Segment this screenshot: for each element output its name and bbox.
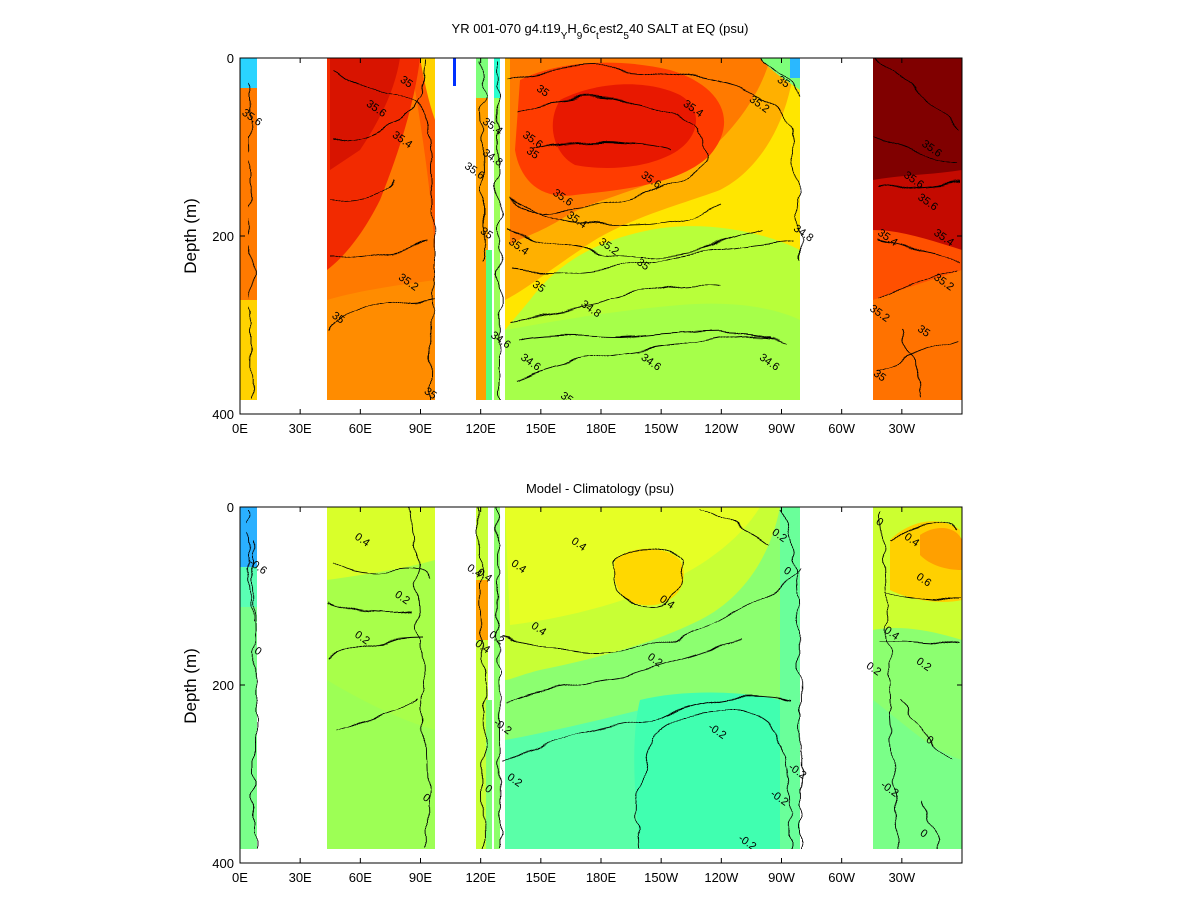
top-contour-label: 35 [330,310,347,327]
top-title-part: est2 [599,21,624,36]
bottom-contours [245,507,962,849]
bottom-difference-field: -0.600.40.20.200.40.40.40.2-0.20 0.20.40.… [240,507,962,849]
top-title-part: 40 SALT at EQ (psu) [629,21,748,36]
top-contour-label: 35 [422,385,439,402]
top-blue-streak [453,58,456,86]
top-y-tick-label: 0 [227,51,234,66]
top-title-part: 6c [582,21,596,36]
bottom-contour-label: 0 [874,516,886,529]
top-y-tick-label: 400 [212,407,234,422]
top-contours [247,58,961,400]
top-region-passage-a [476,58,488,400]
top-x-tick-label: 120E [465,421,496,436]
top-contour-label: 35 [775,74,792,91]
top-contour-label: 35 [534,83,551,100]
top-salinity-field: 35.6 35.63535.435.2353535.635.434.83534.6… [240,58,962,407]
bottom-region-passage-b [486,700,492,849]
top-title-part: 9 [577,31,583,42]
bottom-x-tick-label: 30E [289,870,312,885]
top-x-tick-label: 180E [586,421,617,436]
bottom-contour-label: 0.4 [473,638,492,657]
top-title-part: Y [561,31,568,42]
top-y-axis-label: Depth (m) [181,198,200,274]
bottom-x-tick-label: 0E [232,870,248,885]
bottom-contour-label: 0 [918,827,930,840]
bottom-region-pacific [505,507,800,849]
bottom-x-tick-label: 180E [586,870,617,885]
top-x-tick-label: 0E [232,421,248,436]
top-region-passage-b [486,250,492,400]
top-y-axis: 0 200 400 [212,51,962,422]
bottom-contour-label: 0 [924,734,936,747]
bottom-x-tick-label: 150W [644,870,679,885]
top-x-tick-label: 90W [768,421,795,436]
top-x-tick-label: 150E [526,421,557,436]
top-contour-label: 35 [915,323,932,340]
top-region-passage-a-top [476,58,488,98]
bottom-contour-label: 0 [482,783,494,796]
top-x-tick-label: 60W [828,421,855,436]
top-contour-label: 35 [530,279,547,296]
top-region-atlantic-west [873,58,962,400]
bottom-y-axis: 0 200 400 [212,500,962,871]
bottom-region-indian [327,507,435,849]
top-x-tick-label: 90E [409,421,432,436]
bottom-region-passage-c [494,507,500,849]
top-y-tick-label: 200 [212,229,234,244]
top-contour-label: 35 [398,74,415,91]
top-contour-label: 35 [524,145,541,162]
bottom-panel: Model - Climatology (psu) [181,481,963,885]
top-title-part: YR 001-070 g4.t19 [452,21,561,36]
bottom-x-axis: 0E 30E 60E 90E 120E 150E 180E 150W 120W 90W 60W 30W [232,507,916,885]
bottom-contour-label: 0 [420,792,432,805]
bottom-x-tick-label: 90W [768,870,795,885]
top-x-tick-label: 120W [704,421,739,436]
bottom-y-axis-label: Depth (m) [181,648,200,724]
top-region-pacific [505,58,800,400]
top-region-passage-c [494,58,500,400]
top-panel-title: YR 001-070 g4.t19YH96ctest2540 SALT at E… [452,21,749,42]
top-field-colors [240,58,962,400]
bottom-x-tick-label: 90E [409,870,432,885]
top-title-part: 5 [623,31,629,42]
top-contour-label: 35 [634,256,651,273]
bottom-y-tick-label: 200 [212,678,234,693]
bottom-x-tick-label: 30W [888,870,915,885]
bottom-x-tick-label: 120E [465,870,496,885]
bottom-y-tick-label: 400 [212,856,234,871]
top-panel: YR 001-070 g4.t19YH96ctest2540 SALT at E… [181,21,963,436]
bottom-region-atlantic-west [873,507,962,849]
top-region-atlantic-east-deep [240,300,257,400]
top-x-tick-label: 30W [888,421,915,436]
top-x-tick-label: 30E [289,421,312,436]
bottom-y-tick-label: 0 [227,500,234,515]
bottom-x-tick-label: 150E [526,870,557,885]
bottom-x-tick-label: 60W [828,870,855,885]
bottom-contour-label: 0 [252,645,264,658]
bottom-panel-title: Model - Climatology (psu) [526,481,674,496]
bottom-x-tick-label: 120W [704,870,739,885]
top-contour-label: 35 [558,390,575,407]
top-title-part: H [567,21,576,36]
top-x-tick-label: 150W [644,421,679,436]
top-title-part: t [596,31,599,42]
top-x-axis: 0E 30E 60E 90E 120E 150E 180E 150W 120W 90W 60W 30W [232,58,916,436]
bottom-x-tick-label: 60E [349,870,372,885]
top-contour-label: 35 [478,225,495,242]
top-x-tick-label: 60E [349,421,372,436]
bottom-contour-label: 0 [781,565,793,578]
top-contour-label: 35 [871,368,888,385]
